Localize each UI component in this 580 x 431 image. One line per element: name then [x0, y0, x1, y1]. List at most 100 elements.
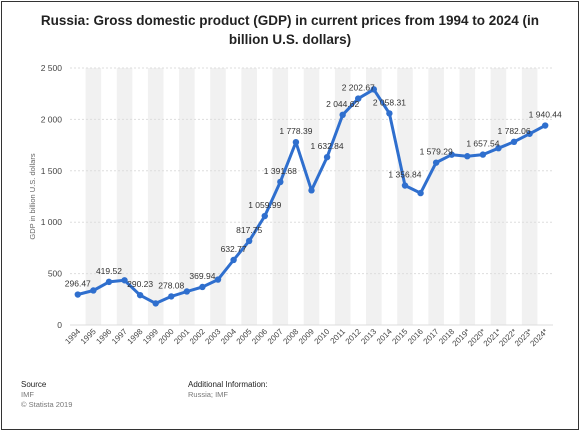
x-tick-label: 2009	[297, 327, 316, 346]
data-label: 290.23	[127, 279, 153, 289]
additional-info-value: Russia; IMF	[188, 390, 229, 399]
x-tick-label: 2005	[235, 327, 254, 346]
y-axis-label: GDP in billion U.S. dollars	[28, 153, 37, 239]
additional-info-heading: Additional Information:	[188, 380, 268, 389]
data-point	[370, 86, 378, 93]
data-label: 419.52	[96, 266, 122, 276]
data-point	[464, 153, 471, 160]
data-point	[479, 151, 487, 158]
background-band	[334, 68, 351, 325]
x-tick-label: 2004	[219, 327, 238, 346]
y-tick-label: 2 500	[41, 63, 63, 73]
data-point	[90, 287, 97, 294]
data-point	[245, 237, 253, 245]
x-tick-label: 2010	[313, 327, 332, 346]
background-band	[521, 68, 538, 325]
data-label: 1 940.44	[529, 110, 562, 120]
background-band	[241, 68, 257, 325]
data-label: 1 579.29	[420, 147, 453, 157]
background-band	[147, 68, 164, 325]
x-tick-label: 2024*	[528, 327, 549, 348]
y-tick-label: 500	[48, 269, 62, 279]
x-tick-label: 1997	[110, 327, 129, 346]
data-point	[510, 138, 518, 146]
source-value: IMF	[21, 390, 34, 399]
data-point	[355, 95, 362, 102]
additional-info-block: Additional Information: Russia; IMF	[188, 380, 268, 400]
data-label: 817.75	[236, 225, 262, 235]
data-point	[526, 130, 533, 137]
x-tick-label: 2000	[157, 327, 176, 346]
background-band	[210, 68, 226, 325]
x-tick-label: 1995	[79, 327, 98, 346]
background-band	[459, 68, 476, 325]
data-point	[105, 278, 113, 286]
data-point	[339, 111, 346, 119]
data-point	[495, 144, 502, 152]
data-point	[277, 178, 284, 186]
x-tick-label: 1994	[63, 327, 82, 346]
data-label: 1 059.99	[248, 200, 281, 210]
data-point	[183, 288, 191, 295]
data-point	[214, 276, 222, 283]
data-label: 278.08	[158, 280, 184, 290]
data-label: 369.94	[189, 271, 215, 281]
data-label: 2 058.31	[373, 97, 406, 107]
source-block: Source IMF © Statista 2019	[21, 380, 72, 410]
data-label: 1 391.68	[264, 166, 297, 176]
data-point	[417, 189, 424, 197]
data-label: 1 356.84	[388, 170, 421, 180]
data-point	[542, 122, 549, 129]
background-band	[428, 68, 444, 325]
source-heading: Source	[21, 380, 47, 389]
background-band	[397, 68, 413, 325]
x-tick-label: 2006	[250, 327, 269, 346]
data-label: 1 632.84	[311, 141, 344, 151]
y-tick-label: 2 000	[41, 114, 63, 124]
data-point	[323, 153, 331, 161]
y-tick-label: 1 000	[41, 217, 63, 227]
data-label: 2 044.62	[326, 99, 359, 109]
data-label: 296.47	[65, 279, 91, 289]
y-tick-label: 0	[57, 320, 62, 330]
x-tick-label: 2017	[422, 327, 441, 346]
data-point	[136, 291, 144, 299]
data-point	[261, 212, 268, 220]
x-tick-label: 2002	[188, 327, 207, 346]
data-point	[121, 277, 128, 284]
x-tick-label: 2016	[406, 327, 425, 346]
y-tick-label: 1 500	[41, 166, 63, 176]
data-label: 632.77	[221, 244, 247, 254]
data-point	[74, 291, 81, 298]
x-tick-label: 1999	[141, 327, 160, 346]
background-band	[490, 68, 507, 325]
data-point	[308, 187, 315, 194]
x-tick-label: 2012	[344, 327, 363, 346]
data-label: 1 778.39	[279, 126, 312, 136]
data-label: 1 782.06	[498, 126, 531, 136]
x-tick-label: 2007	[266, 327, 285, 346]
x-tick-label: 2008	[281, 327, 300, 346]
x-tick-label: 2003	[203, 327, 222, 346]
data-point	[168, 293, 175, 300]
data-point	[401, 182, 409, 189]
x-tick-label: 1998	[126, 327, 145, 346]
x-tick-label: 2013	[359, 327, 378, 346]
data-point	[292, 138, 300, 146]
background-band	[366, 68, 382, 325]
chart-title: Russia: Gross domestic product (GDP) in …	[40, 13, 540, 47]
x-tick-label: 2014	[375, 327, 394, 346]
x-tick-label: 2001	[172, 327, 191, 346]
background-band	[272, 68, 289, 325]
background-band	[179, 68, 195, 325]
background-band	[303, 68, 320, 325]
data-point	[199, 283, 206, 291]
data-point	[386, 110, 393, 117]
copyright[interactable]: © Statista 2019	[21, 400, 73, 409]
data-point	[432, 159, 440, 166]
background-band	[116, 68, 133, 325]
data-label: 1 657.54	[466, 139, 499, 149]
x-tick-label: 1996	[94, 327, 113, 346]
data-point	[152, 300, 159, 307]
